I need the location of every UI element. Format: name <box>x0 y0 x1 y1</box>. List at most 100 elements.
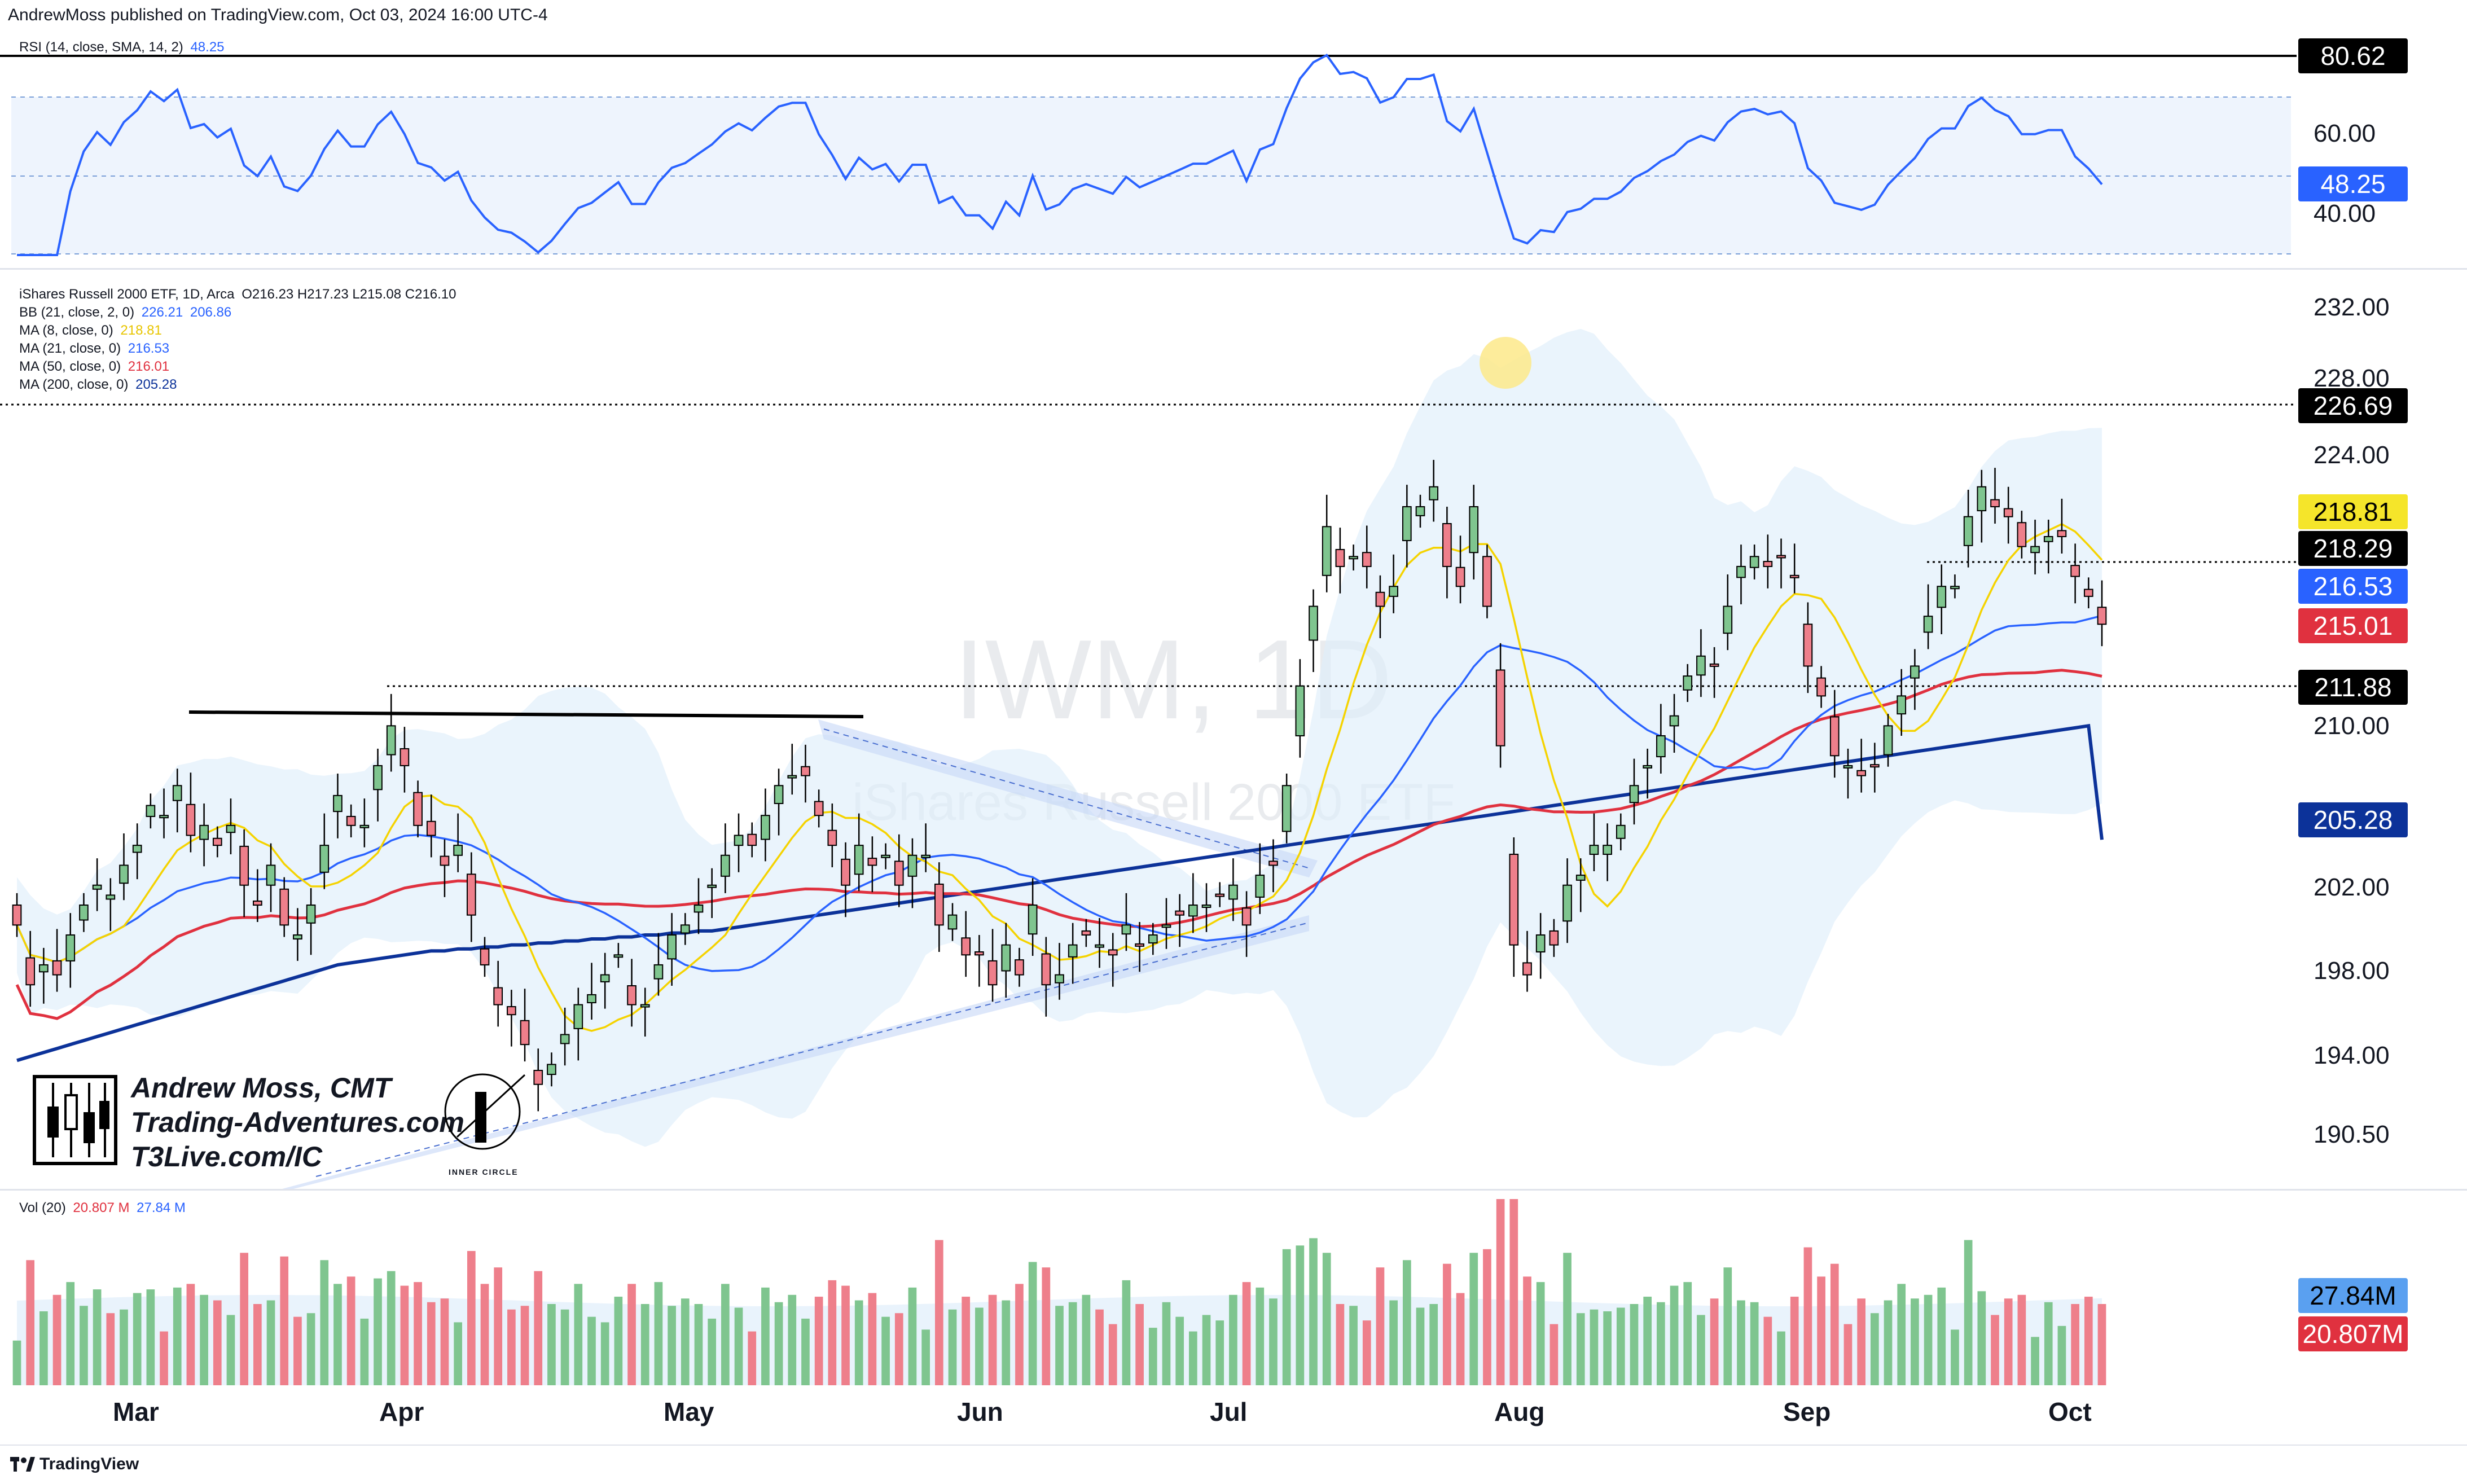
axis-228: 228.00 <box>2314 365 2390 392</box>
candle-up <box>1963 516 1973 546</box>
candle-up <box>79 905 89 921</box>
volume-bar <box>320 1260 329 1385</box>
candle-down <box>2097 607 2107 625</box>
volume-bar <box>587 1316 596 1385</box>
candles-logo-icon <box>47 1083 109 1157</box>
volume-bar <box>788 1294 797 1385</box>
ma8-value: 218.81 <box>120 323 162 338</box>
month-jun: Jun <box>957 1397 1003 1426</box>
candle-up <box>359 824 370 828</box>
brand-site: Trading-Adventures.com <box>131 1107 464 1138</box>
bb-upper: 226.21 <box>141 305 183 320</box>
candle-down <box>1135 943 1144 947</box>
volume-bar <box>841 1285 850 1385</box>
candle-down <box>894 860 904 886</box>
volume-bar <box>988 1294 997 1385</box>
ma200-value: 205.28 <box>135 377 177 392</box>
candle-up <box>1977 486 1987 512</box>
volume-bar <box>1817 1276 1825 1385</box>
candle-up <box>761 815 770 840</box>
price-legend: iShares Russell 2000 ETF, 1D, Arca O216.… <box>19 287 456 393</box>
candle-down <box>747 833 757 846</box>
rising-channel-midline <box>315 922 1310 1177</box>
rsi-label: RSI (14, close, SMA, 14, 2) <box>19 39 183 55</box>
volume-bar <box>374 1278 382 1385</box>
candle-down <box>466 873 476 916</box>
falling-channel-midline <box>823 728 1312 870</box>
brand-name: Andrew Moss, CMT <box>131 1072 392 1104</box>
candle-down <box>1455 567 1465 587</box>
ma50-line <box>15 669 2102 1020</box>
axis-210: 210.00 <box>2314 712 2390 740</box>
candle-up <box>386 725 396 756</box>
candle-down <box>2003 508 2013 517</box>
volume-bar <box>547 1304 556 1385</box>
candle-up <box>1188 905 1198 917</box>
candle-up <box>707 884 717 888</box>
candle-down <box>2017 522 2027 547</box>
candle-up <box>1429 486 1439 500</box>
candle-up <box>1589 845 1599 855</box>
candle-down <box>239 845 249 886</box>
volume-bar <box>1670 1285 1679 1385</box>
axis-194: 194.00 <box>2314 1042 2390 1069</box>
candle-down <box>1816 677 1826 697</box>
volume-bar <box>894 1313 903 1385</box>
volume-bar <box>427 1302 436 1385</box>
ohlc-values: O216.23 H217.23 L215.08 C216.10 <box>242 287 456 302</box>
inner-circle-logo-icon <box>444 1073 526 1150</box>
candle-down <box>934 883 944 926</box>
candle-up <box>1402 506 1412 542</box>
volume-bar <box>574 1284 583 1385</box>
volume-bar <box>1269 1298 1278 1385</box>
bb-legend: BB (21, close, 2, 0) 226.21 206.86 <box>19 305 456 320</box>
candle-down <box>25 957 36 986</box>
volume-bar <box>1429 1304 1438 1385</box>
candle-up <box>1309 605 1318 641</box>
volume-bar <box>1282 1249 1291 1385</box>
candle-down <box>1763 561 1773 567</box>
price-tag-218-29: 218.29 <box>2298 531 2408 566</box>
candle-up <box>39 964 49 973</box>
candle-down <box>841 858 850 886</box>
rsi-max-tag: 80.62 <box>2298 38 2408 73</box>
candle-up <box>1349 556 1358 560</box>
rsi-axis-40: 40.00 <box>2314 200 2376 227</box>
volume-bar <box>734 1307 743 1385</box>
candle-up <box>1255 875 1265 898</box>
volume-label: Vol (20) <box>19 1200 66 1215</box>
volume-bar <box>921 1329 930 1385</box>
volume-bar <box>681 1298 690 1385</box>
candle-up <box>667 934 677 960</box>
candle-down <box>1869 764 1880 768</box>
candle-up <box>587 994 596 1004</box>
volume-bar <box>1991 1315 1999 1385</box>
candle-down <box>1375 591 1385 607</box>
volume-bar <box>1389 1300 1398 1385</box>
volume-bar <box>1082 1294 1091 1385</box>
candle-down <box>987 960 998 986</box>
candle-up <box>854 845 864 875</box>
volume-bar <box>2017 1294 2026 1385</box>
candle-up <box>1068 944 1078 958</box>
candle-down <box>533 1070 543 1085</box>
candle-down <box>1789 574 1799 578</box>
volume-bar <box>507 1309 516 1385</box>
volume-bar <box>868 1293 877 1385</box>
volume-bar <box>1737 1300 1745 1385</box>
volume-bar <box>1683 1282 1692 1385</box>
rsi-current-tag: 48.25 <box>2298 166 2408 201</box>
volume-bar <box>1349 1306 1358 1385</box>
price-tag-226-69: 226.69 <box>2298 388 2408 423</box>
candle-down <box>507 1006 516 1016</box>
candle-down <box>346 815 356 826</box>
candle-up <box>1669 715 1679 727</box>
volume-bar <box>1242 1282 1251 1385</box>
candle-down <box>974 951 984 956</box>
candle-up <box>1322 526 1332 576</box>
volume-bar <box>1616 1307 1625 1385</box>
bb-lower: 206.86 <box>190 305 232 320</box>
axis-190-5: 190.50 <box>2314 1121 2390 1148</box>
month-jul: Jul <box>1210 1397 1248 1426</box>
